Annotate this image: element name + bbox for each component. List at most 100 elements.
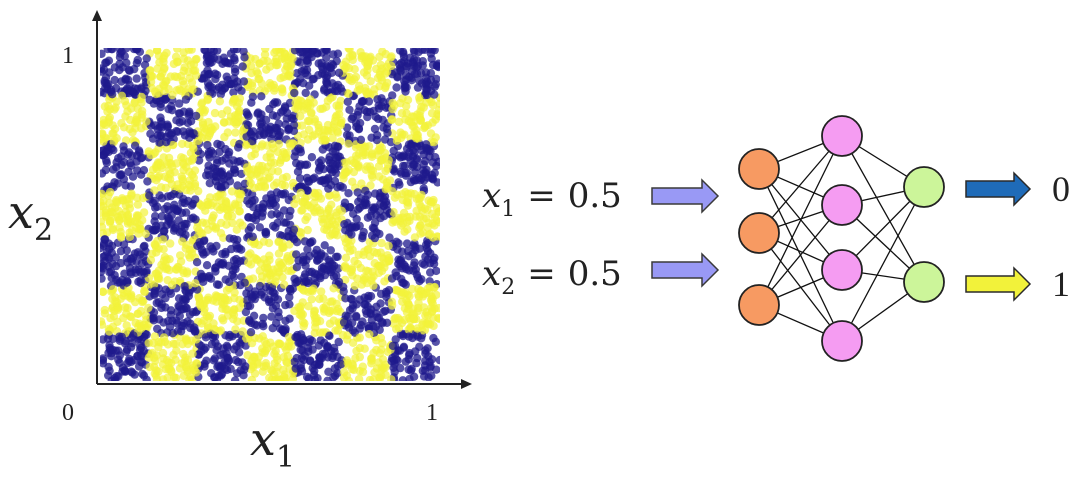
- scatter-point: [240, 278, 249, 287]
- scatter-point: [100, 67, 106, 76]
- scatter-point: [141, 311, 150, 320]
- scatter-point: [284, 342, 293, 351]
- scatter-point: [276, 260, 285, 269]
- scatter-point: [427, 306, 437, 315]
- scatter-point: [247, 338, 257, 348]
- scatter-point: [107, 241, 117, 251]
- scatter-point: [164, 153, 174, 163]
- scatter-point: [399, 288, 408, 298]
- scatter-point: [205, 171, 214, 180]
- scatter-point: [188, 308, 198, 317]
- scatter-point: [162, 138, 171, 147]
- scatter-point: [366, 181, 375, 190]
- scatter-point: [353, 274, 362, 283]
- scatter-point: [250, 150, 259, 159]
- scatter-point: [371, 112, 380, 122]
- scatter-point: [416, 221, 425, 230]
- scatter-point: [213, 139, 222, 149]
- scatter-point: [421, 366, 430, 375]
- scatter-point: [401, 357, 410, 366]
- scatter-point: [195, 238, 204, 247]
- scatter-point: [247, 356, 256, 365]
- scatter-point: [151, 269, 160, 279]
- scatter-point: [220, 294, 230, 303]
- y-axis-label-var: x: [8, 185, 34, 239]
- scatter-point: [348, 55, 357, 65]
- scatter-point: [304, 374, 314, 381]
- scatter-point: [219, 350, 228, 359]
- scatter-point: [337, 206, 346, 216]
- scatter-point: [161, 94, 171, 104]
- scatter-point: [235, 207, 244, 216]
- scatter-point: [126, 312, 135, 321]
- scatter-point: [276, 74, 285, 83]
- scatter-point: [280, 53, 289, 62]
- scatter-point: [248, 92, 258, 102]
- scatter-point: [372, 248, 382, 258]
- scatter-point: [150, 280, 159, 289]
- scatter-point: [100, 130, 107, 139]
- scatter-point: [382, 318, 392, 327]
- scatter-point: [292, 263, 302, 272]
- scatter-point: [417, 334, 426, 343]
- scatter-point: [302, 56, 312, 65]
- scatter-point: [269, 199, 278, 208]
- scatter-point: [190, 182, 200, 191]
- network-edge: [841, 186, 925, 342]
- scatter-point: [270, 98, 280, 107]
- scatter-point: [351, 151, 361, 160]
- scatter-point: [134, 229, 143, 238]
- scatter-point: [126, 217, 135, 226]
- scatter-point: [347, 230, 356, 239]
- scatter-point: [222, 286, 232, 295]
- scatter-point: [404, 266, 414, 275]
- scatter-point: [432, 203, 440, 213]
- scatter-point: [332, 101, 341, 110]
- scatter-point: [143, 177, 152, 186]
- scatter-point: [402, 101, 411, 111]
- scatter-point: [308, 286, 317, 296]
- scatter-point: [272, 48, 281, 55]
- scatter-point: [290, 235, 299, 244]
- scatter-point: [381, 363, 390, 372]
- scatter-point: [177, 172, 186, 181]
- scatter-point: [311, 318, 320, 327]
- scatter-point: [111, 253, 121, 262]
- scatter-point: [403, 193, 413, 203]
- scatter-point: [108, 225, 118, 235]
- scatter-point: [391, 335, 400, 344]
- scatter-point: [100, 317, 106, 326]
- scatter-point: [270, 359, 279, 368]
- scatter-point: [217, 369, 227, 379]
- scatter-point: [243, 120, 253, 130]
- scatter-point: [212, 85, 221, 94]
- input-node-1: [738, 148, 780, 190]
- scatter-point: [343, 97, 352, 107]
- scatter-point: [372, 336, 381, 345]
- scatter-point: [301, 261, 310, 270]
- scatter-point: [328, 147, 337, 156]
- scatter-point: [140, 60, 150, 70]
- scatter-point: [254, 74, 263, 84]
- scatter-point: [301, 88, 310, 98]
- scatter-point: [356, 320, 366, 330]
- scatter-point: [392, 271, 401, 281]
- scatter-point: [392, 136, 402, 145]
- scatter-point: [382, 292, 391, 302]
- scatter-point: [100, 49, 106, 58]
- scatter-point: [203, 324, 213, 333]
- scatter-point: [363, 61, 373, 71]
- scatter-point: [374, 172, 384, 181]
- scatter-point: [164, 105, 173, 114]
- scatter-point: [305, 81, 314, 90]
- scatter-point: [327, 200, 336, 209]
- scatter-point: [421, 311, 430, 320]
- scatter-point: [331, 252, 341, 262]
- scatter-point: [309, 307, 319, 316]
- scatter-point: [398, 376, 407, 381]
- scatter-point: [219, 344, 228, 353]
- scatter-point: [268, 304, 278, 313]
- scatter-point: [291, 333, 300, 342]
- scatter-point: [150, 286, 160, 295]
- scatter-point: [180, 282, 189, 291]
